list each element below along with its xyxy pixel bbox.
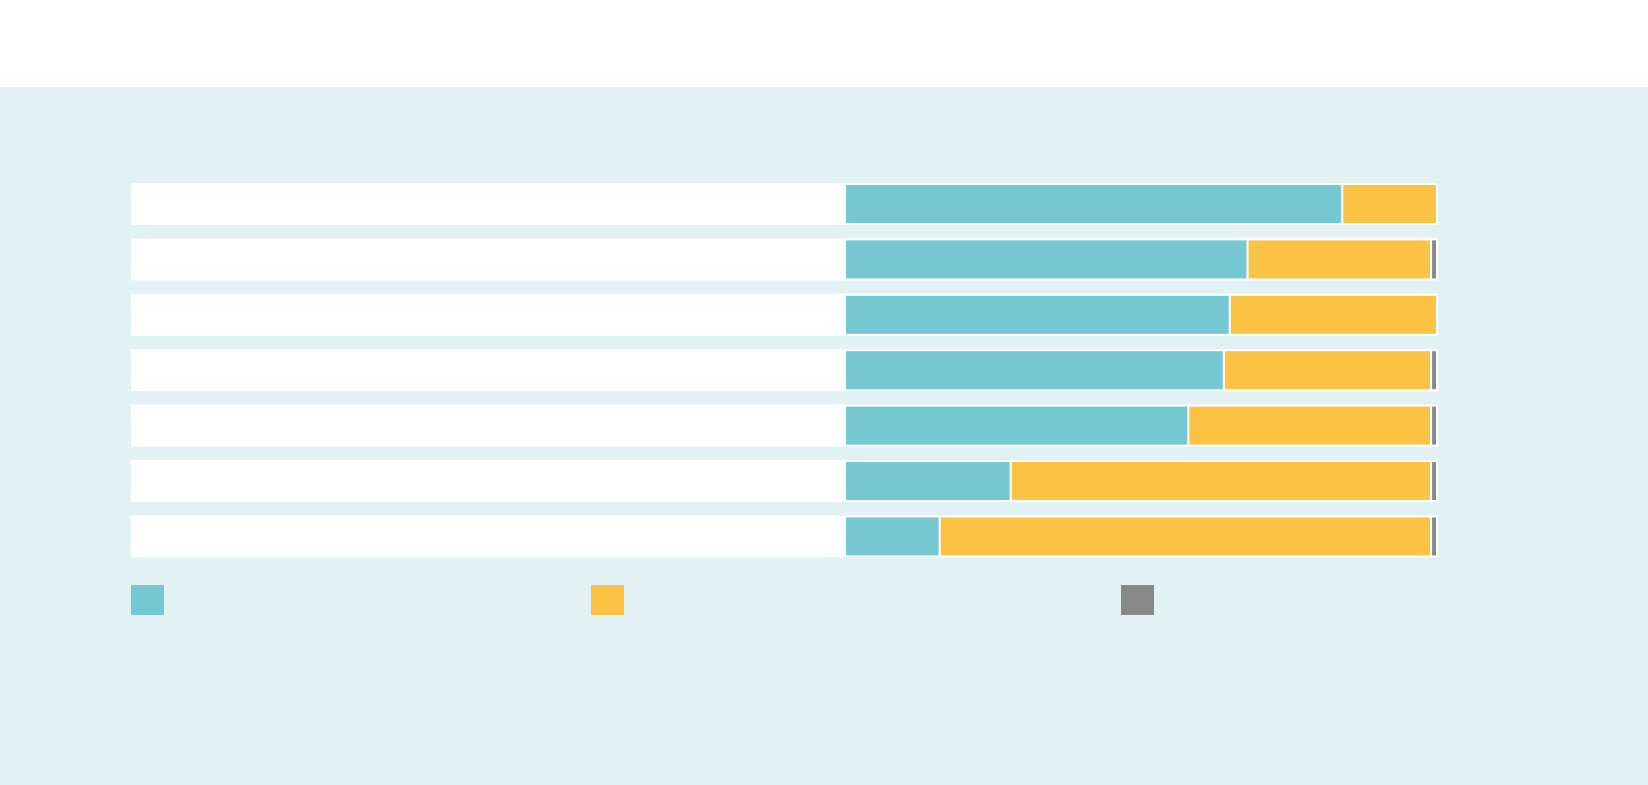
bar-segment <box>1430 404 1438 447</box>
bar-segment <box>844 404 1190 447</box>
legend-swatch <box>1121 585 1154 615</box>
bar-segment <box>1187 404 1433 447</box>
bar-segment <box>1430 515 1438 558</box>
bar-segment <box>1341 183 1439 225</box>
legend-swatch <box>131 585 164 615</box>
bar-segment <box>1009 460 1433 502</box>
row-label-cell <box>131 515 845 558</box>
bar-segment <box>1246 238 1433 281</box>
row-label-cell <box>131 238 845 281</box>
row-label-cell <box>131 460 845 502</box>
legend-swatch <box>591 585 624 615</box>
row-label-cell <box>131 404 845 447</box>
bar-segment <box>844 183 1344 225</box>
bar-segment <box>844 238 1249 281</box>
bar-segment <box>844 293 1231 336</box>
bar-segment <box>1430 349 1438 392</box>
row-label-cell <box>131 183 845 225</box>
bar-segment <box>844 460 1012 502</box>
bar-segment <box>938 515 1433 558</box>
bar-segment <box>1430 238 1438 281</box>
bar-segment <box>1222 349 1433 392</box>
row-label-cell <box>131 349 845 392</box>
bar-segment <box>844 349 1225 392</box>
bar-segment <box>1430 460 1438 502</box>
bar-segment <box>844 515 941 558</box>
row-label-cell <box>131 293 845 336</box>
bar-segment <box>1228 293 1439 336</box>
